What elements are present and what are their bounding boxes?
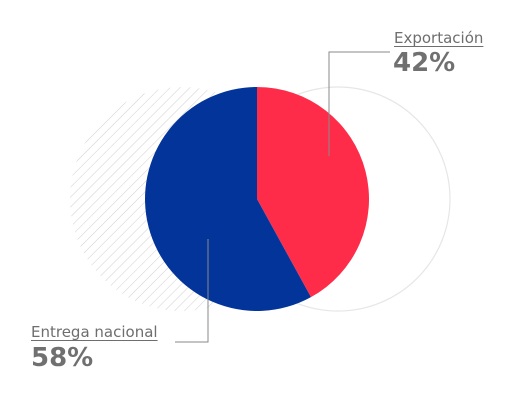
pie-slice-entrega-nacional [145,87,311,311]
leader-line-entrega-nacional [175,239,209,343]
slice-label-exportacion: Exportación [394,29,484,47]
slice-value-exportacion: 42% [393,48,456,78]
slice-value-entrega-nacional: 58% [31,343,94,373]
pie-slice-exportacion [257,87,370,298]
leader-line-exportacion [328,51,390,156]
slice-label-entrega-nacional: Entrega nacional [31,323,158,341]
